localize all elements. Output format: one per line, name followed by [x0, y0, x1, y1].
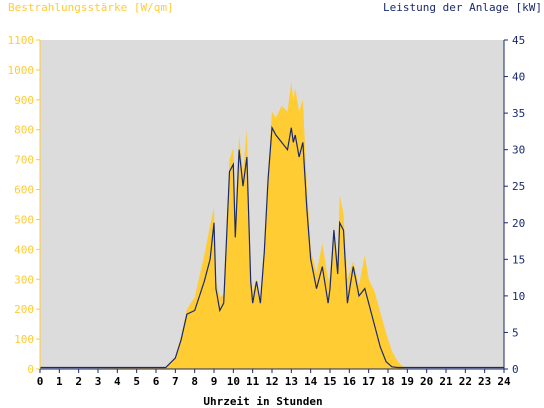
x-tick-label: 7 [172, 375, 179, 388]
x-tick-label: 14 [304, 375, 318, 388]
right-tick-label: 5 [512, 326, 519, 339]
x-tick-label: 8 [191, 375, 198, 388]
x-tick-label: 0 [37, 375, 44, 388]
irradiance-area-layer [40, 81, 504, 370]
right-tick-label: 15 [512, 253, 525, 266]
x-tick-label: 10 [227, 375, 240, 388]
left-tick-label: 1000 [8, 64, 35, 77]
x-tick-label: 1 [56, 375, 63, 388]
x-tick-label: 11 [246, 375, 260, 388]
right-tick-label: 0 [512, 363, 519, 376]
x-tick-label: 23 [478, 375, 491, 388]
left-tick-label: 1100 [8, 34, 35, 47]
power-line [40, 125, 504, 369]
x-tick-label: 12 [265, 375, 278, 388]
x-tick-label: 18 [381, 375, 394, 388]
left-tick-label: 0 [27, 363, 34, 376]
x-tick-label: 19 [401, 375, 414, 388]
left-tick-label: 800 [14, 124, 34, 137]
power-line-layer [40, 125, 504, 369]
left-tick-label: 700 [14, 154, 34, 167]
right-axis-ticks: 0 5 10 15 20 25 30 35 40 45 [504, 34, 525, 376]
right-tick-label: 30 [512, 144, 525, 157]
right-tick-label: 45 [512, 34, 525, 47]
x-tick-label: 9 [211, 375, 218, 388]
irradiance-area [40, 81, 504, 370]
x-tick-label: 6 [153, 375, 160, 388]
right-tick-label: 25 [512, 180, 525, 193]
right-tick-label: 35 [512, 107, 525, 120]
left-tick-label: 500 [14, 213, 34, 226]
left-axis-title: Bestrahlungsstärke [W/qm] [8, 1, 174, 14]
x-axis-ticks: 0 1 2 3 4 5 6 7 8 9 10 11 12 13 14 15 16 17 18 19 20 21 22 23 24 [37, 369, 511, 388]
right-tick-label: 20 [512, 217, 525, 230]
left-axis-ticks: 0 100 200 300 400 500 600 700 800 900 1000 1100 [8, 34, 40, 376]
x-tick-label: 5 [133, 375, 140, 388]
x-tick-label: 24 [497, 375, 511, 388]
x-tick-label: 17 [362, 375, 375, 388]
x-tick-label: 2 [75, 375, 82, 388]
x-tick-label: 16 [343, 375, 357, 388]
left-tick-label: 100 [14, 333, 34, 346]
x-tick-label: 15 [323, 375, 336, 388]
left-tick-label: 600 [14, 184, 34, 197]
right-tick-label: 40 [512, 71, 525, 84]
x-tick-label: 22 [459, 375, 472, 388]
right-axis-title: Leistung der Anlage [kW] [383, 1, 542, 14]
x-tick-label: 3 [95, 375, 102, 388]
left-tick-label: 200 [14, 303, 34, 316]
left-tick-label: 400 [14, 243, 34, 256]
right-tick-label: 10 [512, 290, 525, 303]
x-tick-label: 21 [439, 375, 453, 388]
x-tick-label: 4 [114, 375, 121, 388]
x-tick-label: 20 [420, 375, 433, 388]
left-tick-label: 900 [14, 94, 34, 107]
x-axis-title: Uhrzeit in Stunden [203, 395, 322, 408]
x-tick-label: 13 [285, 375, 298, 388]
left-tick-label: 300 [14, 273, 34, 286]
